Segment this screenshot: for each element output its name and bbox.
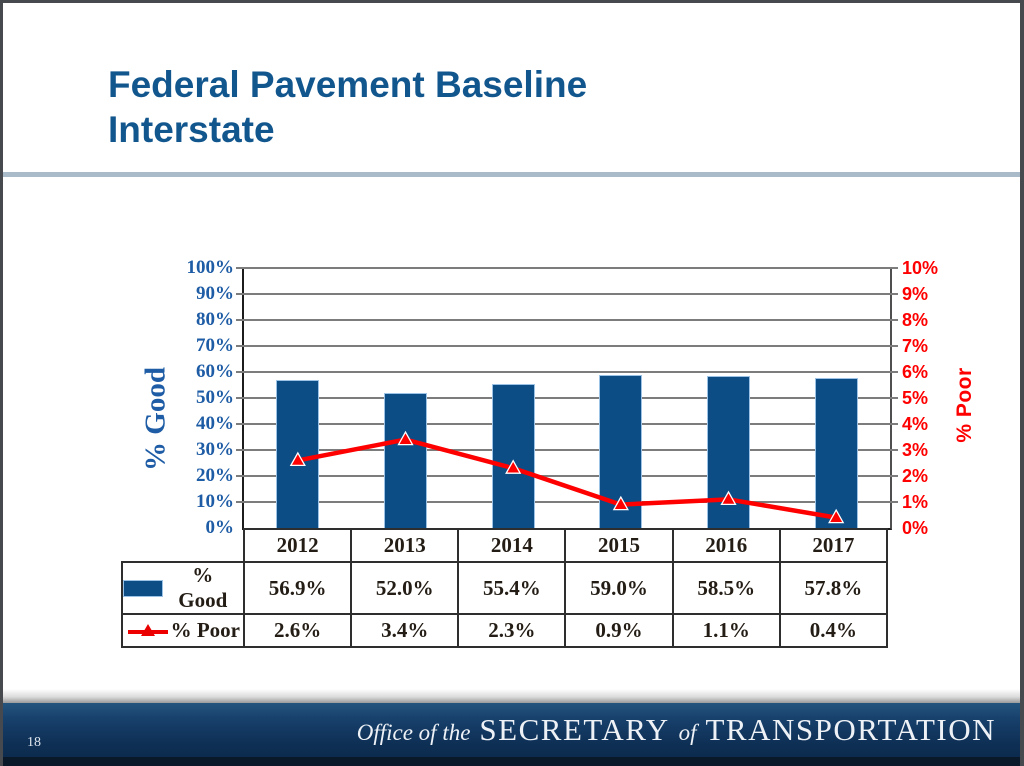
footer-office-of-the: Office of the	[356, 720, 471, 745]
triangle-marker-2012	[289, 451, 306, 467]
left-tick-label: 100%	[186, 257, 235, 278]
value-cell-2014: 55.4%	[457, 561, 567, 615]
bar-2014	[491, 383, 535, 528]
footer-transportation: TRANSPORTATION	[705, 712, 996, 747]
right-tick-label: 8%	[902, 310, 929, 330]
footer-secretary: SECRETARY	[479, 712, 670, 747]
left-tick-label: 60%	[196, 361, 234, 382]
value-cell-2013: 3.4%	[350, 613, 460, 648]
gridline	[236, 371, 898, 373]
poor-line-series	[289, 430, 845, 524]
right-tick-label: 9%	[902, 284, 929, 304]
gridline	[236, 449, 898, 451]
bar-2012	[276, 380, 320, 528]
right-tick-label: 7%	[902, 336, 929, 356]
gridline	[236, 397, 898, 399]
left-tick-label: 40%	[196, 413, 234, 434]
gridline	[236, 423, 898, 425]
right-tick-label: 10%	[902, 258, 939, 278]
title-divider	[3, 172, 1020, 177]
page-number: 18	[27, 735, 41, 750]
right-tick-label: 2%	[902, 466, 929, 486]
gridline	[236, 501, 898, 503]
plot-area	[236, 267, 898, 530]
triangle-marker-2017	[828, 508, 845, 524]
bar-2013	[384, 392, 427, 528]
value-cell-2017: 0.4%	[778, 613, 889, 648]
triangle-marker-2014	[505, 459, 522, 474]
value-cell-2012: 2.6%	[242, 613, 353, 648]
footer-of: of	[678, 720, 697, 745]
left-tick-label: 50%	[196, 387, 234, 408]
value-cell-2017: 57.8%	[778, 561, 889, 615]
title-line-2: Interstate	[108, 108, 275, 150]
right-tick-label: 6%	[902, 362, 929, 382]
year-cell: 2017	[778, 528, 889, 563]
year-cell: 2013	[350, 528, 460, 563]
triangle-marker-2016	[720, 490, 737, 506]
table-corner-blank	[122, 529, 244, 562]
legend-label: % Poor	[170, 618, 240, 642]
good-row: % Good 56.9% 52.0% 55.4% 59.0% 58.5% 57.8%	[121, 561, 889, 615]
right-tick-label: 5%	[902, 388, 929, 408]
data-table: 2012 2013 2014 2015 2016 2017% Good 56.9% 52.0%…	[121, 528, 889, 648]
left-tick-label: 10%	[196, 491, 234, 512]
gridline	[236, 319, 898, 321]
right-tick-label: 0%	[902, 518, 929, 538]
left-tick-label: 80%	[196, 309, 234, 330]
legend-label: % Good	[178, 563, 228, 612]
right-tick-label: 4%	[902, 414, 929, 434]
bar-2017	[814, 377, 858, 528]
value-cell-2016: 58.5%	[671, 561, 781, 615]
left-tick-label: 20%	[196, 465, 234, 486]
poor-legend-triangle-icon	[140, 623, 155, 636]
year-cell: 2012	[242, 528, 353, 563]
value-cell-2014: 2.3%	[457, 613, 567, 648]
right-tick-label: 1%	[902, 492, 929, 512]
gridline	[236, 267, 898, 269]
legend-cell: % Good	[121, 561, 245, 615]
year-row: 2012 2013 2014 2015 2016 2017	[122, 528, 889, 563]
left-tick-label: 90%	[196, 283, 234, 304]
page-title: Federal Pavement Baseline Interstate	[108, 62, 587, 152]
left-tick-label: 0%	[205, 517, 235, 538]
gridline	[236, 293, 898, 295]
footer-shadow	[3, 689, 1020, 703]
triangle-marker-2013	[397, 430, 414, 446]
year-cell: 2015	[564, 528, 674, 563]
value-cell-2015: 59.0%	[564, 561, 674, 615]
left-tick-label: 30%	[196, 439, 234, 460]
good-legend-swatch	[123, 579, 163, 597]
footer-bar: 18 Office of the SECRETARY of TRANSPORTA…	[3, 703, 1020, 757]
poor-legend-marker	[127, 623, 168, 639]
left-tick-label: 70%	[196, 335, 234, 356]
poor-line	[297, 437, 837, 520]
year-cell: 2016	[671, 528, 781, 563]
footer-title: Office of the SECRETARY of TRANSPORTATIO…	[357, 712, 996, 748]
year-cell: 2014	[457, 528, 567, 563]
value-cell-2016: 1.1%	[671, 613, 781, 648]
poor-row: % Poor 2.6% 3.4% 2.3% 0.9% 1.1% 0.4%	[121, 613, 889, 648]
gridline	[236, 475, 898, 477]
value-cell-2012: 56.9%	[242, 561, 353, 615]
value-cell-2013: 52.0%	[350, 561, 460, 615]
right-tick-label: 3%	[902, 440, 929, 460]
title-line-1: Federal Pavement Baseline	[108, 63, 588, 105]
triangle-marker-2015	[612, 495, 629, 511]
value-cell-2015: 0.9%	[564, 613, 674, 648]
legend-cell: % Poor	[121, 613, 245, 648]
bottom-edge-strip	[3, 757, 1020, 766]
gridline	[236, 345, 898, 347]
